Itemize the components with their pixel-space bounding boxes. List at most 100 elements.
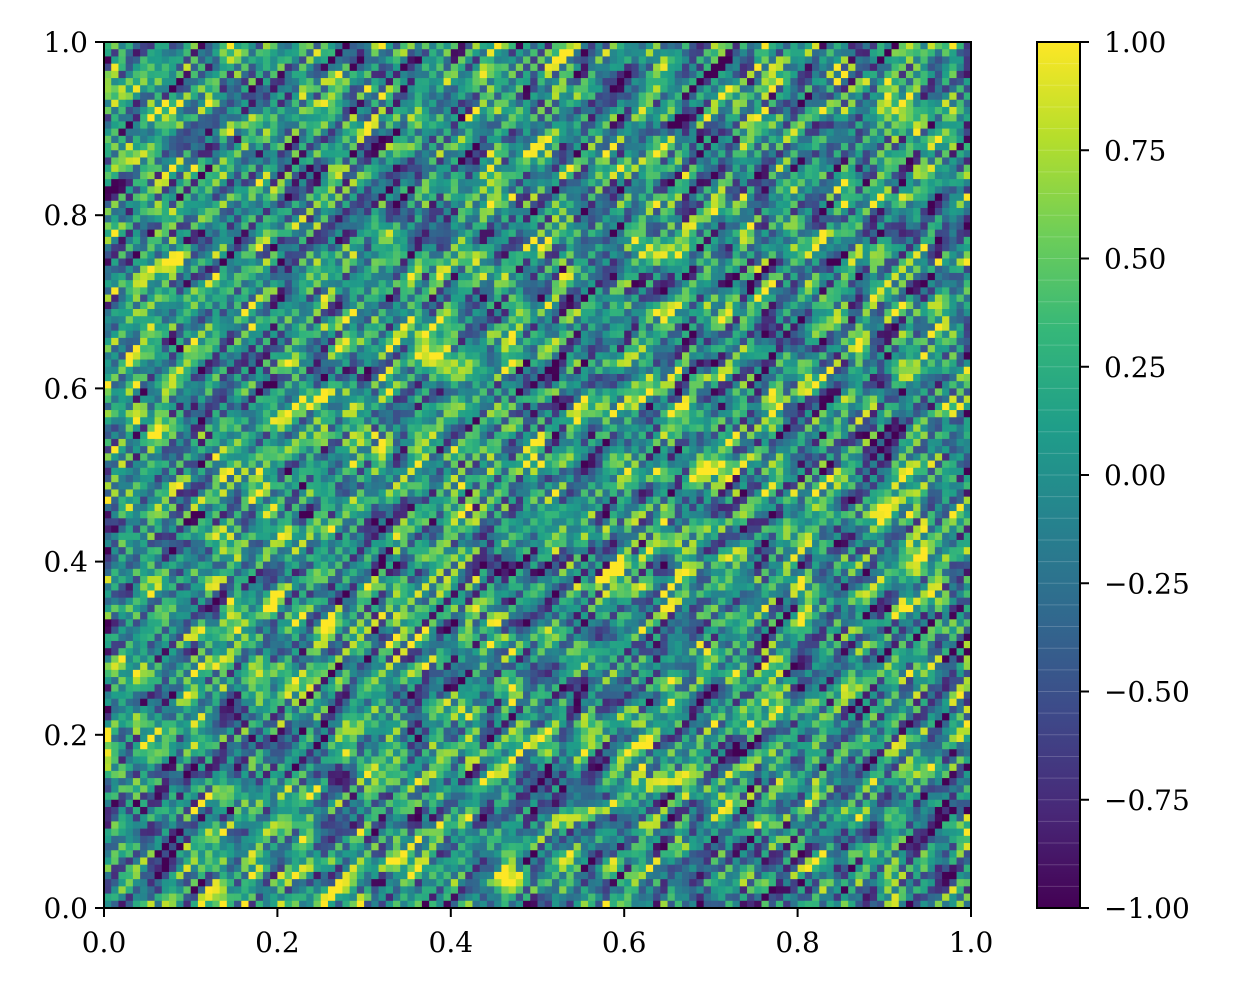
- heatmap-cell: [313, 70, 322, 79]
- heatmap-cell: [631, 258, 640, 267]
- heatmap-cell: [862, 164, 871, 173]
- heatmap-cell: [241, 193, 250, 202]
- heatmap-cell: [486, 229, 495, 238]
- heatmap-cell: [840, 143, 849, 151]
- heatmap-cell: [255, 323, 264, 332]
- heatmap-cell: [812, 49, 820, 58]
- heatmap-cell: [378, 42, 387, 50]
- heatmap-cell: [458, 280, 466, 288]
- heatmap-cell: [197, 121, 206, 130]
- heatmap-cell: [205, 323, 213, 332]
- heatmap-cell: [414, 222, 423, 231]
- heatmap-cell: [450, 49, 459, 58]
- heatmap-cell: [125, 114, 134, 122]
- heatmap-cell: [327, 70, 336, 79]
- heatmap-cell: [739, 186, 748, 195]
- heatmap-cell: [147, 70, 156, 79]
- heatmap-cell: [804, 287, 813, 296]
- heatmap-cell: [739, 294, 748, 303]
- heatmap-cell: [573, 251, 582, 260]
- heatmap-cell: [732, 179, 741, 187]
- heatmap-cell: [869, 330, 878, 339]
- heatmap-cell: [132, 323, 141, 332]
- heatmap-cell: [956, 316, 965, 325]
- heatmap-cell: [682, 287, 690, 296]
- heatmap-cell: [963, 330, 971, 339]
- heatmap-cell: [291, 193, 300, 202]
- heatmap-cell: [436, 330, 445, 339]
- heatmap-cell: [689, 186, 698, 195]
- heatmap-cell: [653, 42, 661, 50]
- heatmap-cell: [775, 135, 784, 144]
- heatmap-cell: [826, 215, 835, 224]
- heatmap-cell: [551, 143, 560, 151]
- heatmap-cell: [530, 258, 539, 267]
- heatmap-cell: [262, 244, 271, 252]
- heatmap-cell: [241, 121, 250, 130]
- heatmap-cell: [234, 171, 242, 180]
- heatmap-cell: [949, 258, 958, 267]
- heatmap-cell: [154, 244, 163, 252]
- heatmap-cell: [248, 200, 257, 209]
- heatmap-cell: [523, 135, 531, 144]
- heatmap-cell: [169, 150, 177, 159]
- heatmap-cell: [140, 128, 148, 137]
- heatmap-cell: [132, 272, 141, 281]
- heatmap-cell: [277, 157, 286, 166]
- heatmap-cell: [147, 114, 156, 122]
- heatmap-cell: [920, 193, 929, 202]
- heatmap-cell: [255, 200, 264, 209]
- heatmap-cell: [667, 193, 676, 202]
- heatmap-cell: [696, 42, 705, 50]
- heatmap-cell: [147, 265, 156, 274]
- heatmap-cell: [147, 215, 156, 224]
- heatmap-cell: [161, 63, 170, 72]
- heatmap-cell: [486, 309, 495, 317]
- heatmap-cell: [234, 280, 242, 288]
- heatmap-cell: [378, 179, 387, 187]
- heatmap-cell: [631, 337, 640, 346]
- heatmap-cell: [674, 258, 683, 267]
- heatmap-cell: [660, 222, 669, 231]
- heatmap-cell: [479, 150, 488, 159]
- heatmap-cell: [190, 78, 199, 86]
- heatmap-cell: [140, 135, 148, 144]
- heatmap-cell: [205, 49, 213, 58]
- heatmap-cell: [248, 99, 257, 108]
- heatmap-cell: [833, 258, 842, 267]
- heatmap-cell: [739, 193, 748, 202]
- heatmap-cell: [140, 114, 148, 122]
- heatmap-cell: [226, 287, 235, 296]
- heatmap-cell: [306, 135, 315, 144]
- heatmap-cell: [226, 215, 235, 224]
- heatmap-cell: [262, 323, 271, 332]
- heatmap-cell: [624, 215, 633, 224]
- heatmap-cell: [631, 200, 640, 209]
- heatmap-cell: [393, 301, 401, 310]
- heatmap-cell: [262, 157, 271, 166]
- heatmap-cell: [169, 164, 177, 173]
- heatmap-cell: [226, 157, 235, 166]
- heatmap-cell: [898, 200, 907, 209]
- heatmap-cell: [660, 215, 669, 224]
- heatmap-cell: [234, 106, 242, 115]
- heatmap-cell: [884, 309, 893, 317]
- heatmap-cell: [775, 229, 784, 238]
- heatmap-cell: [291, 186, 300, 195]
- heatmap-cell: [212, 287, 221, 296]
- heatmap-cell: [645, 135, 654, 144]
- heatmap-cell: [898, 244, 907, 252]
- heatmap-cell: [905, 287, 914, 296]
- heatmap-cell: [226, 316, 235, 325]
- heatmap-cell: [407, 49, 416, 58]
- heatmap-cell: [580, 236, 589, 245]
- heatmap-cell: [104, 193, 112, 202]
- heatmap-cell: [804, 186, 813, 195]
- heatmap-cell: [385, 200, 394, 209]
- heatmap-cell: [248, 316, 257, 325]
- heatmap-cell: [234, 330, 242, 339]
- heatmap-cell: [884, 301, 893, 310]
- heatmap-cell: [313, 121, 322, 130]
- heatmap-cell: [848, 287, 856, 296]
- heatmap-cell: [270, 164, 278, 173]
